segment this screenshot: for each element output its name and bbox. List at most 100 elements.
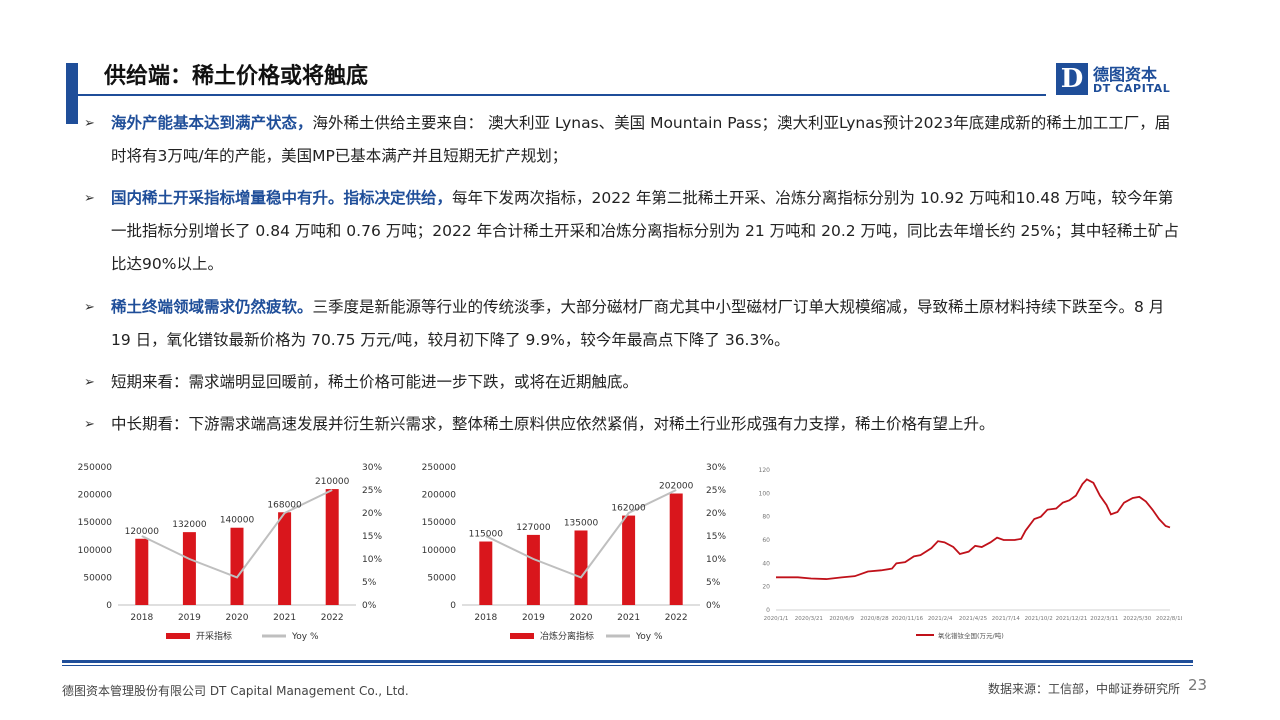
- bullet-text: 每年下发两次指标，2022 年第二批稀土开采、冶炼分离指标分别为 10.92 万…: [111, 189, 1179, 273]
- price-trend-chart-svg: 0 20 40 60 80 100 120 2020/1/1 2020/3/21 2020/6/9…: [759, 467, 1182, 640]
- bar: [325, 489, 339, 605]
- page-number: 23: [1188, 676, 1208, 694]
- x-tick-label: 2020/11/16: [891, 616, 923, 622]
- left-tick-label: 100000: [78, 546, 113, 556]
- x-tick-label: 2021/2/4: [928, 616, 953, 622]
- legend-label: 氧化镨钕全国(万元/吨): [938, 631, 1004, 640]
- right-tick-label: 5%: [706, 578, 721, 588]
- x-tick-label: 2022/5/30: [1123, 616, 1152, 622]
- bar-value-label: 135000: [564, 518, 599, 528]
- bar-value-label: 168000: [267, 500, 302, 510]
- left-tick-label: 250000: [422, 463, 457, 473]
- x-tick-label: 2021/4/25: [959, 616, 988, 622]
- bar-value-label: 115000: [469, 530, 504, 540]
- x-tick-label: 2021/12/21: [1056, 616, 1088, 622]
- bar: [278, 512, 292, 605]
- arrow-bullet-icon: ➢: [84, 300, 95, 315]
- bar: [230, 527, 244, 605]
- yoy-line: [485, 489, 677, 579]
- bullet-text: 短期来看：需求端明显回暖前，稀土价格可能进一步下跌，或将在近期触底。: [111, 373, 639, 391]
- left-tick-label: 0: [450, 601, 456, 611]
- bar: [622, 515, 636, 605]
- bar-value-label: 127000: [516, 523, 551, 533]
- x-tick-label: 2020: [226, 613, 249, 623]
- mining-quota-chart-svg: 0 50000 100000 150000 200000 250000 0% 5% 10% 15%…: [78, 463, 383, 642]
- arrow-bullet-icon: ➢: [84, 116, 95, 131]
- bullet-overseas-capacity: ➢ 海外产能基本达到满产状态，海外稀土供给主要来自： 澳大利亚 Lynas、美国…: [84, 107, 1184, 173]
- price-trend-chart: 0 20 40 60 80 100 120 2020/1/1 2020/3/21 2020/6/9…: [752, 462, 1182, 650]
- x-tick-label: 2019: [522, 613, 545, 623]
- right-tick-label: 30%: [706, 463, 726, 473]
- y-tick-label: 80: [762, 514, 770, 521]
- bullet-highlight: 国内稀土开采指标增量稳中有升。指标决定供给，: [111, 189, 453, 207]
- y-tick-label: 20: [762, 584, 770, 591]
- legend-line-label: Yoy %: [635, 632, 663, 642]
- y-tick-label: 40: [762, 560, 770, 567]
- x-tick-label: 2022: [321, 613, 344, 623]
- bullet-text: 中长期看：下游需求端高速发展并衍生新兴需求，整体稀土原料供应依然紧俏，对稀土行业…: [111, 415, 995, 433]
- bar: [574, 530, 588, 605]
- company-logo: D 德图资本 DT CAPITAL: [1056, 63, 1181, 97]
- bullet-highlight: 稀土终端领域需求仍然疲软。: [111, 298, 313, 316]
- x-tick-label: 2018: [474, 613, 497, 623]
- bullet-text: 三季度是新能源等行业的传统淡季，大部分磁材厂商尤其中小型磁材厂订单大规模缩减，导…: [111, 298, 1165, 349]
- right-tick-label: 30%: [362, 463, 382, 473]
- bullet-short-term: ➢ 短期来看：需求端明显回暖前，稀土价格可能进一步下跌，或将在近期触底。: [84, 366, 1184, 399]
- right-tick-label: 10%: [706, 555, 726, 565]
- bar: [526, 534, 540, 605]
- arrow-bullet-icon: ➢: [84, 191, 95, 206]
- arrow-bullet-icon: ➢: [84, 417, 95, 432]
- x-tick-label: 2021: [617, 613, 640, 623]
- x-tick-label: 2022/3/11: [1090, 616, 1118, 622]
- left-tick-label: 50000: [83, 573, 112, 583]
- y-tick-label: 100: [759, 490, 771, 497]
- logo-mark-icon: D: [1056, 63, 1088, 95]
- y-tick-label: 120: [759, 467, 771, 474]
- legend-line-label: Yoy %: [291, 632, 319, 642]
- left-tick-label: 50000: [427, 573, 456, 583]
- bar-value-label: 120000: [125, 527, 160, 537]
- title-accent-bar: [66, 63, 78, 124]
- right-tick-label: 20%: [706, 509, 726, 519]
- x-tick-label: 2021/7/14: [992, 616, 1021, 622]
- bar: [182, 532, 196, 605]
- bar-value-label: 202000: [659, 481, 694, 491]
- page-title: 供给端：稀土价格或将触底: [104, 64, 369, 89]
- x-tick-label: 2022/8/18: [1156, 616, 1182, 622]
- right-tick-label: 0%: [362, 601, 377, 611]
- mining-quota-chart: 0 50000 100000 150000 200000 250000 0% 5% 10% 15%…: [66, 455, 396, 650]
- arrow-bullet-icon: ➢: [84, 375, 95, 390]
- bar: [479, 541, 493, 605]
- left-tick-label: 0: [106, 601, 112, 611]
- bullet-domestic-quota: ➢ 国内稀土开采指标增量稳中有升。指标决定供给，每年下发两次指标，2022 年第…: [84, 182, 1184, 281]
- bar-value-label: 210000: [315, 477, 350, 487]
- right-tick-label: 15%: [706, 532, 726, 542]
- y-tick-label: 0: [766, 607, 770, 614]
- footer-divider: [62, 660, 1193, 663]
- right-tick-label: 20%: [362, 509, 382, 519]
- right-tick-label: 25%: [706, 486, 726, 496]
- footer-company: 德图资本管理股份有限公司 DT Capital Management Co., …: [62, 684, 409, 698]
- left-tick-label: 200000: [422, 491, 457, 501]
- right-tick-label: 15%: [362, 532, 382, 542]
- x-tick-label: 2020: [570, 613, 593, 623]
- x-tick-label: 2022: [665, 613, 688, 623]
- left-tick-label: 150000: [422, 518, 457, 528]
- smelting-quota-chart-svg: 0 50000 100000 150000 200000 250000 0% 5% 10% 15%…: [422, 463, 727, 642]
- x-tick-label: 2020/8/28: [860, 616, 889, 622]
- bar-value-label: 140000: [220, 516, 255, 526]
- footer-source: 数据来源：工信部，中邮证券研究所: [987, 682, 1180, 696]
- bar: [669, 493, 683, 605]
- logo-english-name: DT CAPITAL: [1093, 82, 1171, 95]
- price-line: [776, 478, 1171, 580]
- right-tick-label: 10%: [362, 555, 382, 565]
- x-tick-label: 2020/1/1: [764, 616, 789, 622]
- bar: [135, 538, 149, 605]
- left-tick-label: 250000: [78, 463, 113, 473]
- legend-bar-swatch: [166, 633, 190, 639]
- right-tick-label: 25%: [362, 486, 382, 496]
- x-tick-label: 2021: [273, 613, 296, 623]
- bar-value-label: 162000: [611, 504, 646, 514]
- smelting-quota-chart: 0 50000 100000 150000 200000 250000 0% 5% 10% 15%…: [410, 455, 740, 650]
- logo-chinese-name: 德图资本: [1093, 65, 1158, 84]
